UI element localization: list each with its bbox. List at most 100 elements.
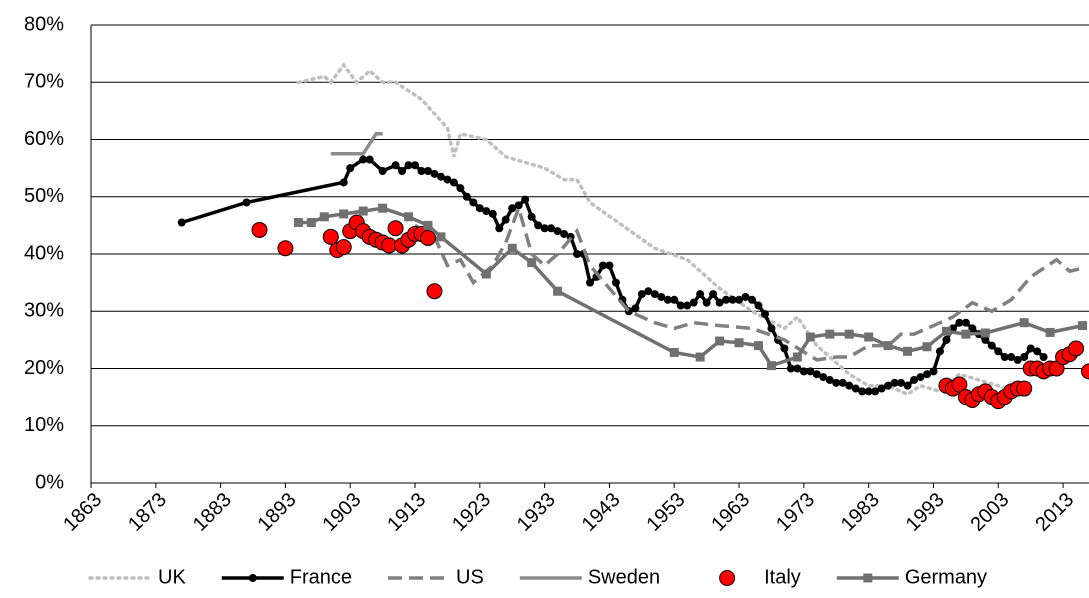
legend-item: France	[222, 566, 352, 588]
data-point	[793, 353, 802, 362]
data-point	[1020, 353, 1028, 361]
data-point	[929, 367, 937, 375]
data-point	[1046, 328, 1055, 337]
data-point	[420, 230, 435, 245]
legend-item: Sweden	[520, 566, 660, 588]
x-tick-label: 1923	[448, 489, 495, 536]
y-tick-label: 40%	[24, 242, 64, 264]
data-point	[904, 382, 912, 390]
data-point	[780, 344, 788, 352]
data-point	[502, 216, 510, 224]
data-point	[754, 302, 762, 310]
data-point	[388, 221, 403, 236]
legend-label: UK	[158, 566, 186, 588]
legend-label: Sweden	[588, 566, 660, 588]
data-point	[942, 327, 951, 336]
x-tick-label: 1993	[902, 489, 949, 536]
x-tick-label: 1933	[513, 489, 560, 536]
data-point	[631, 304, 639, 312]
data-point	[423, 221, 432, 230]
data-point	[339, 209, 348, 218]
data-point	[336, 240, 351, 255]
data-point	[553, 287, 562, 296]
legend-item: Germany	[837, 566, 987, 588]
data-point	[307, 218, 316, 227]
data-point	[482, 270, 491, 279]
data-point	[981, 329, 990, 338]
x-tick-label: 1893	[254, 489, 301, 536]
data-point	[612, 279, 620, 287]
data-point	[605, 261, 613, 269]
data-point	[988, 342, 996, 350]
series-line	[298, 65, 1011, 394]
data-point	[469, 198, 477, 206]
data-point	[703, 299, 711, 307]
data-point	[825, 330, 834, 339]
data-point	[806, 333, 815, 342]
data-point	[398, 167, 406, 175]
data-point	[323, 229, 338, 244]
series-line	[182, 160, 1044, 392]
y-tick-label: 20%	[24, 357, 64, 379]
data-point	[761, 310, 769, 318]
series-4	[252, 215, 1089, 409]
data-point	[411, 161, 419, 169]
x-tick-label: 1913	[383, 489, 430, 536]
data-point	[378, 204, 387, 213]
data-point	[340, 178, 348, 186]
data-point	[936, 347, 944, 355]
y-tick-label: 70%	[24, 71, 64, 93]
data-point	[1040, 353, 1048, 361]
data-point	[670, 348, 679, 357]
data-point	[436, 232, 445, 241]
y-tick-label: 10%	[24, 414, 64, 436]
data-point	[942, 336, 950, 344]
data-point	[1017, 381, 1032, 396]
data-point	[320, 212, 329, 221]
y-tick-label: 60%	[24, 128, 64, 150]
data-point	[903, 347, 912, 356]
data-point	[994, 347, 1002, 355]
data-point	[754, 341, 763, 350]
data-point	[690, 299, 698, 307]
data-point	[427, 284, 442, 299]
data-point	[178, 219, 186, 227]
x-tick-label: 1903	[318, 489, 365, 536]
data-point	[392, 161, 400, 169]
x-tick-label: 1873	[124, 489, 171, 536]
data-point	[366, 156, 374, 164]
data-point	[404, 212, 413, 221]
x-tick-label: 1943	[578, 489, 625, 536]
data-point	[961, 330, 970, 339]
data-point	[586, 279, 594, 287]
data-point	[1069, 341, 1084, 356]
data-point	[696, 290, 704, 298]
legend-marker	[863, 574, 872, 583]
data-point	[962, 319, 970, 327]
y-tick-label: 50%	[24, 185, 64, 207]
series-0	[298, 65, 1011, 394]
x-tick-label: 1953	[642, 489, 689, 536]
data-point	[521, 196, 529, 204]
y-tick-label: 80%	[24, 13, 64, 35]
legend-label: US	[456, 566, 484, 588]
data-point	[1082, 364, 1089, 379]
legend-marker	[249, 574, 257, 582]
legend-label: Italy	[764, 566, 801, 588]
x-tick-label: 2013	[1031, 489, 1078, 536]
series-3	[331, 134, 383, 154]
x-tick-label: 1883	[189, 489, 236, 536]
data-point	[495, 224, 503, 232]
legend-label: Germany	[905, 566, 987, 588]
data-point	[1078, 321, 1087, 330]
legend-item: Italy	[720, 566, 801, 588]
legend-item: US	[388, 566, 484, 588]
data-point	[252, 222, 267, 237]
data-point	[845, 330, 854, 339]
legend-item: UK	[90, 566, 186, 588]
data-point	[709, 290, 717, 298]
data-point	[748, 296, 756, 304]
data-point	[735, 338, 744, 347]
data-point	[670, 296, 678, 304]
y-tick-label: 30%	[24, 300, 64, 322]
